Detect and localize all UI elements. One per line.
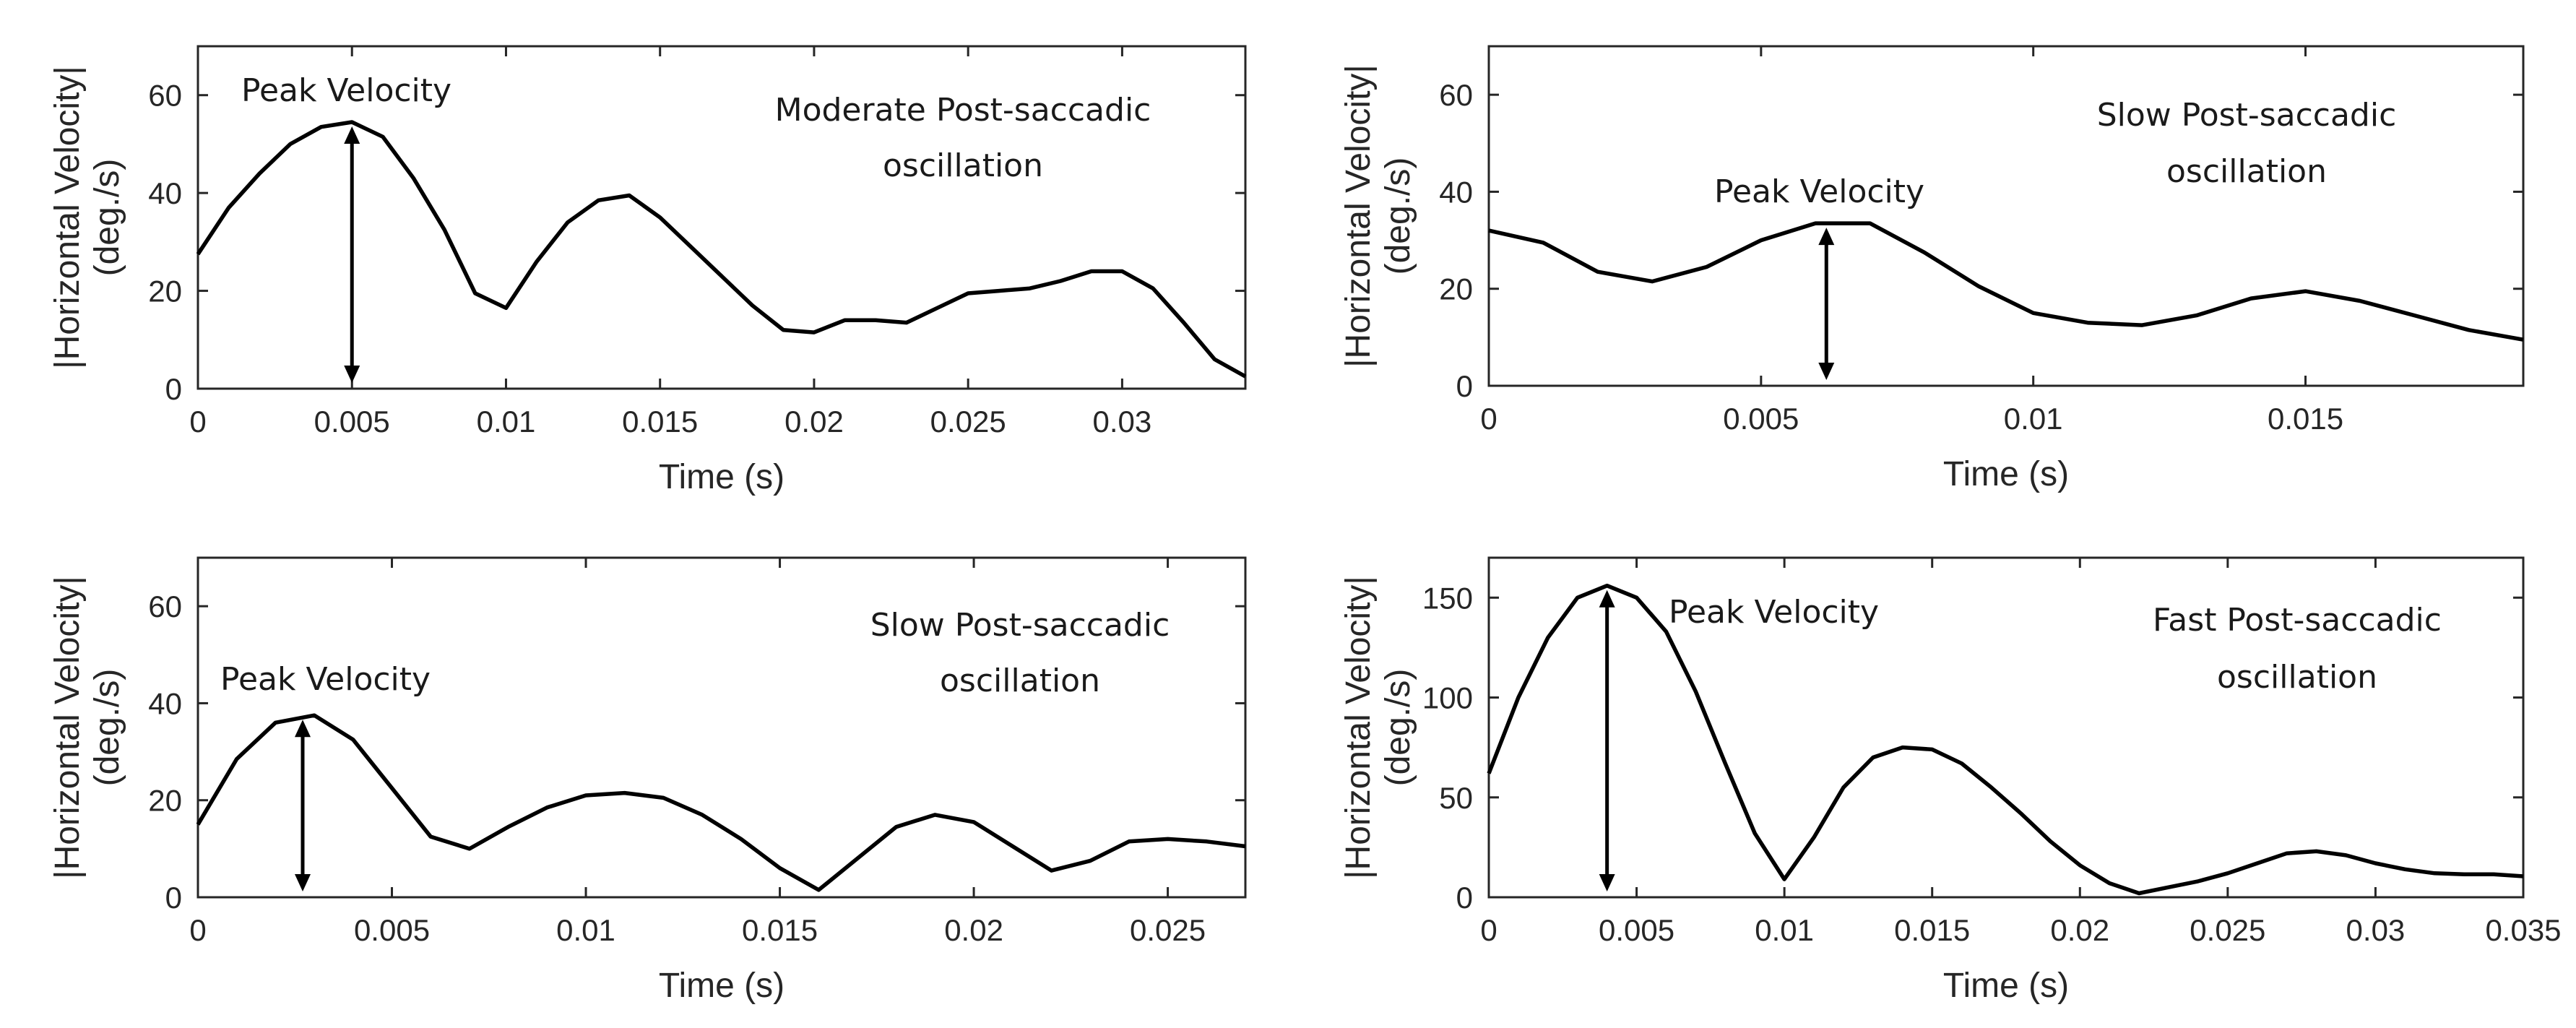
y-axis-label-line-1: |Horizontal Velocity| (1339, 576, 1378, 879)
x-tick-label: 0 (189, 405, 206, 439)
x-tick-label: 0.005 (314, 405, 390, 439)
x-tick-label: 0.02 (944, 913, 1003, 947)
x-tick-label: 0.02 (2050, 913, 2109, 947)
plot-frame (1487, 556, 2525, 899)
x-tick-label: 0.005 (1599, 913, 1674, 947)
x-tick-label: 0.01 (556, 913, 615, 947)
chart-panel-fast: |Horizontal Velocity| (deg./s) Time (s) … (1339, 556, 2562, 1005)
peak-velocity-label: Peak Velocity (241, 72, 451, 109)
x-tick-label: 0 (189, 913, 206, 947)
plot-frame (196, 45, 1247, 390)
x-axis-label: Time (s) (1943, 455, 2069, 493)
x-tick-label: 0.015 (742, 913, 818, 947)
x-tick-label: 0.03 (1093, 405, 1152, 439)
oscillation-note-line-1: Fast Post-saccadic (2153, 602, 2442, 639)
x-tick-label: 0.025 (2190, 913, 2265, 947)
chart-panel-moderate: |Horizontal Velocity| (deg./s) Time (s) … (48, 45, 1247, 496)
x-tick-label: 0.015 (622, 405, 698, 439)
y-axis-label-line-1: |Horizontal Velocity| (1339, 64, 1378, 368)
peak-arrow-head-down (1599, 874, 1615, 891)
y-axis-label-line-1: |Horizontal Velocity| (48, 576, 87, 879)
y-tick-label: 60 (1439, 78, 1473, 112)
y-tick-label: 20 (148, 275, 182, 308)
velocity-series-line (196, 120, 1247, 379)
peak-arrow-head-up (1818, 228, 1835, 246)
x-axis-label: Time (s) (1943, 967, 2069, 1005)
x-tick-label: 0 (1480, 402, 1497, 436)
oscillation-note-line-2: oscillation (940, 662, 1100, 699)
peak-arrow-head-up (1599, 589, 1615, 608)
x-tick-label: 0 (1480, 913, 1497, 947)
y-tick-label: 40 (148, 176, 182, 210)
x-tick-label: 0.03 (2346, 913, 2406, 947)
plot-frame (196, 556, 1247, 899)
x-tick-label: 0.01 (2004, 402, 2063, 436)
y-tick-label: 50 (1439, 781, 1473, 815)
x-tick-label: 0.005 (1723, 402, 1799, 436)
y-axis-label-line-1: |Horizontal Velocity| (48, 66, 87, 369)
y-tick-label: 150 (1422, 581, 1473, 615)
y-axis-label-line-2: (deg./s) (1379, 669, 1417, 787)
x-axis-label: Time (s) (659, 458, 785, 496)
y-axis-label-line-2: (deg./s) (88, 669, 126, 787)
peak-velocity-label: Peak Velocity (1714, 173, 1924, 210)
y-axis-label-line-2: (deg./s) (88, 159, 126, 277)
oscillation-note-line-1: Slow Post-saccadic (870, 607, 1170, 644)
y-tick-label: 20 (148, 784, 182, 818)
y-tick-label: 0 (1456, 369, 1473, 403)
x-tick-label: 0.02 (785, 405, 844, 439)
y-tick-label: 0 (1456, 881, 1473, 915)
y-tick-label: 40 (1439, 175, 1473, 209)
y-tick-label: 0 (165, 881, 182, 915)
peak-arrow-head-up (344, 126, 360, 144)
y-axis-label: |Horizontal Velocity| (deg./s) (1339, 64, 1417, 368)
y-tick-label: 60 (148, 589, 182, 623)
oscillation-note-line-1: Slow Post-saccadic (2097, 97, 2397, 134)
y-axis-label: |Horizontal Velocity| (deg./s) (1339, 576, 1417, 879)
y-tick-label: 40 (148, 686, 182, 720)
oscillation-note-line-2: oscillation (883, 147, 1043, 184)
oscillation-note-line-2: oscillation (2166, 153, 2327, 190)
y-tick-label: 0 (165, 372, 182, 406)
y-axis-label: |Horizontal Velocity| (deg./s) (48, 576, 126, 879)
x-tick-label: 0.01 (477, 405, 536, 439)
y-tick-label: 60 (148, 79, 182, 113)
peak-velocity-label: Peak Velocity (220, 661, 431, 698)
velocity-series-line (1487, 583, 2524, 896)
x-tick-label: 0.015 (1894, 913, 1970, 947)
peak-arrow-head-down (344, 366, 360, 383)
velocity-series-line (196, 713, 1246, 892)
velocity-series-line (1488, 221, 2524, 342)
plot-frame (1487, 45, 2525, 387)
x-tick-label: 0.025 (930, 405, 1006, 439)
y-axis-label: |Horizontal Velocity| (deg./s) (48, 66, 126, 369)
x-tick-label: 0.035 (2485, 913, 2561, 947)
peak-arrow-head-up (295, 720, 311, 738)
x-tick-label: 0.015 (2268, 402, 2343, 436)
peak-arrow-head-down (1818, 363, 1835, 380)
chart-panel-slow-top: |Horizontal Velocity| (deg./s) Time (s) … (1339, 45, 2525, 493)
x-axis-label: Time (s) (659, 967, 785, 1005)
x-tick-label: 0.005 (354, 913, 430, 947)
oscillation-note-line-1: Moderate Post-saccadic (775, 92, 1151, 129)
y-tick-label: 100 (1422, 681, 1473, 715)
y-axis-label-line-2: (deg./s) (1379, 157, 1417, 275)
x-tick-label: 0.025 (1130, 913, 1206, 947)
y-tick-label: 20 (1439, 272, 1473, 306)
oscillation-note-line-2: oscillation (2217, 659, 2377, 696)
chart-panel-slow-bottom: |Horizontal Velocity| (deg./s) Time (s) … (48, 556, 1247, 1005)
x-tick-label: 0.01 (1755, 913, 1814, 947)
peak-velocity-label: Peak Velocity (1669, 594, 1879, 631)
peak-arrow-head-down (295, 874, 311, 891)
